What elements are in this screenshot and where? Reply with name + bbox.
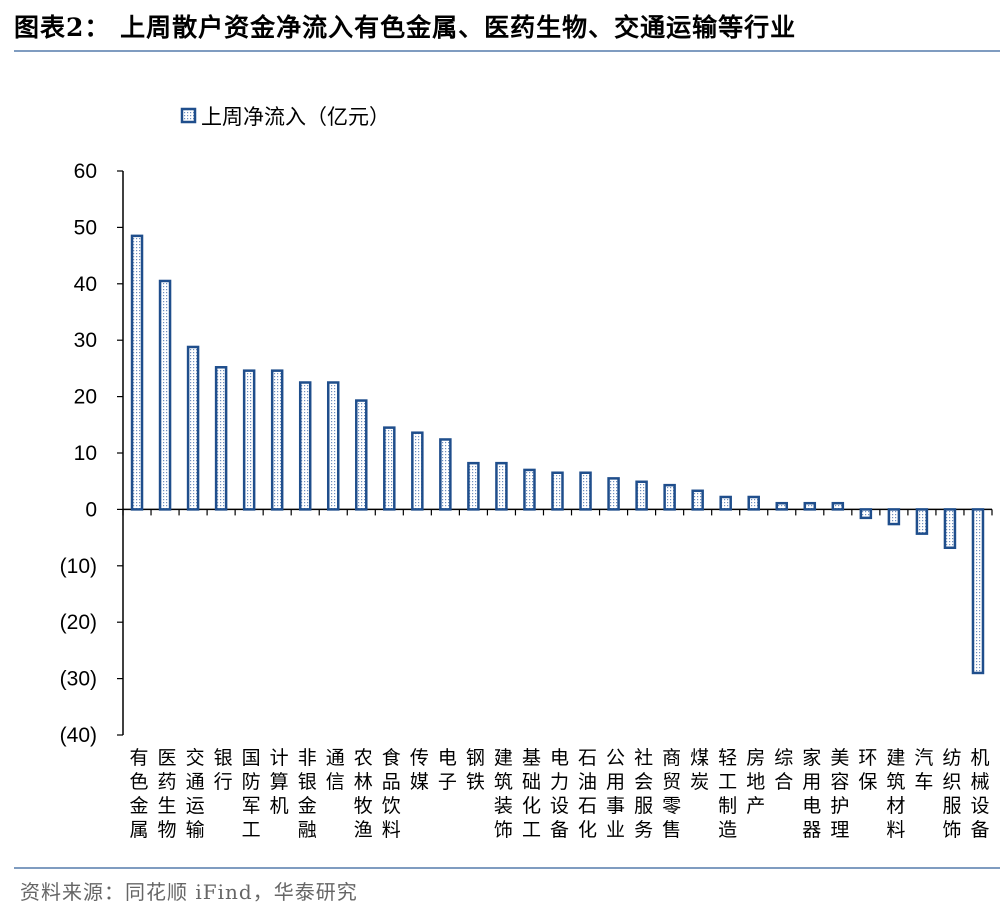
y-tick-label: (10) xyxy=(60,555,97,578)
x-tick-label: 汽车 xyxy=(914,747,933,793)
bar xyxy=(859,508,873,520)
bar xyxy=(831,501,845,511)
x-tick-label: 机械设备 xyxy=(970,747,989,841)
bar xyxy=(775,501,789,511)
source-note: 资料来源：同花顺 iFind，华泰研究 xyxy=(20,880,358,904)
x-tick-label: 电子 xyxy=(438,747,457,793)
title-rule xyxy=(14,50,1000,52)
y-tick-label: 30 xyxy=(74,329,97,352)
y-tick-label: 20 xyxy=(74,386,97,409)
x-tick-label: 农林牧渔 xyxy=(354,747,373,841)
x-tick-label: 家用电器 xyxy=(802,747,821,841)
x-tick-label: 银行 xyxy=(214,747,233,793)
y-tick-label: (20) xyxy=(60,611,97,634)
y-tick-labels: 60 50 40 30 20 10 0 (10) (20) (30) (40) xyxy=(60,160,97,747)
bar-chart: 上周净流入（亿元） 6050403020100(10)(20)(30)(40) … xyxy=(60,105,993,841)
x-tick-label: 计算机 xyxy=(270,747,289,817)
x-tick-label: 钢铁 xyxy=(466,747,485,793)
bar xyxy=(607,477,620,511)
bar xyxy=(495,461,508,511)
bar xyxy=(971,508,985,675)
x-tick-label: 纺织服饰 xyxy=(942,747,961,841)
source-rule xyxy=(14,867,1000,869)
y-tick-label: (40) xyxy=(60,724,97,747)
x-tick-label: 石油石化 xyxy=(578,747,597,841)
x-tick-label: 通信 xyxy=(326,747,345,793)
bar xyxy=(747,495,760,511)
bar xyxy=(719,495,732,511)
bar xyxy=(383,426,396,511)
x-tick-label: 环保 xyxy=(858,747,877,793)
bar xyxy=(270,369,284,511)
bar xyxy=(214,366,228,511)
bar xyxy=(551,471,564,511)
y-tick-label: 60 xyxy=(74,160,97,183)
bar xyxy=(887,508,901,526)
y-tick-label: 40 xyxy=(74,273,97,296)
bar xyxy=(326,381,340,511)
x-tick-label: 有色金属 xyxy=(130,747,149,841)
bar xyxy=(579,471,592,511)
bar xyxy=(355,399,368,511)
x-tick-label: 美容护理 xyxy=(830,747,849,841)
y-tick-label: 0 xyxy=(85,498,97,521)
x-tick-label: 医药生物 xyxy=(158,747,177,841)
bars xyxy=(130,234,985,675)
bar xyxy=(186,345,200,511)
legend-label: 上周净流入（亿元） xyxy=(201,105,390,129)
x-tick-label: 轻工制造 xyxy=(718,747,737,841)
bar xyxy=(915,508,929,535)
x-tick-label: 公用事业 xyxy=(606,747,625,841)
x-tick-label: 非银金融 xyxy=(298,747,317,841)
bar xyxy=(635,480,648,511)
x-tick-label: 国防军工 xyxy=(242,747,261,841)
x-tick-label: 建筑装饰 xyxy=(494,747,513,841)
bar xyxy=(523,468,536,511)
figure-title: 图表2： 上周散户资金净流入有色金属、医药生物、交通运输等行业 xyxy=(14,13,797,42)
bar xyxy=(803,501,817,511)
y-tick-label: 50 xyxy=(74,216,97,239)
x-tick-label: 煤炭 xyxy=(690,747,709,793)
bar xyxy=(158,279,172,511)
legend-swatch xyxy=(180,107,197,124)
x-tick-label: 电力设备 xyxy=(550,747,569,841)
x-tick-label: 交通运输 xyxy=(186,747,205,841)
x-tick-labels: 有色金属医药生物交通运输银行国防军工计算机非银金融通信农林牧渔食品饮料传媒电子钢… xyxy=(130,747,990,841)
x-tick-label: 社会服务 xyxy=(634,747,653,841)
y-tick-label: (30) xyxy=(60,668,97,691)
bar xyxy=(467,461,480,511)
x-tick-label: 房地产 xyxy=(746,747,765,817)
bar xyxy=(943,508,957,550)
bar xyxy=(130,234,144,511)
bar xyxy=(691,489,704,511)
x-tick-label: 食品饮料 xyxy=(382,747,401,841)
x-tick-label: 建筑材料 xyxy=(886,747,905,841)
x-tick-label: 传媒 xyxy=(410,747,429,793)
bar xyxy=(663,483,676,511)
bar xyxy=(439,438,452,511)
legend: 上周净流入（亿元） xyxy=(180,105,390,129)
x-tick-label: 基础化工 xyxy=(522,747,541,841)
x-tick-label: 商贸零售 xyxy=(662,747,681,841)
y-tick-label: 10 xyxy=(74,442,97,465)
bar xyxy=(298,381,312,511)
bar xyxy=(411,431,424,511)
bar xyxy=(242,369,256,511)
x-tick-label: 综合 xyxy=(774,747,793,793)
